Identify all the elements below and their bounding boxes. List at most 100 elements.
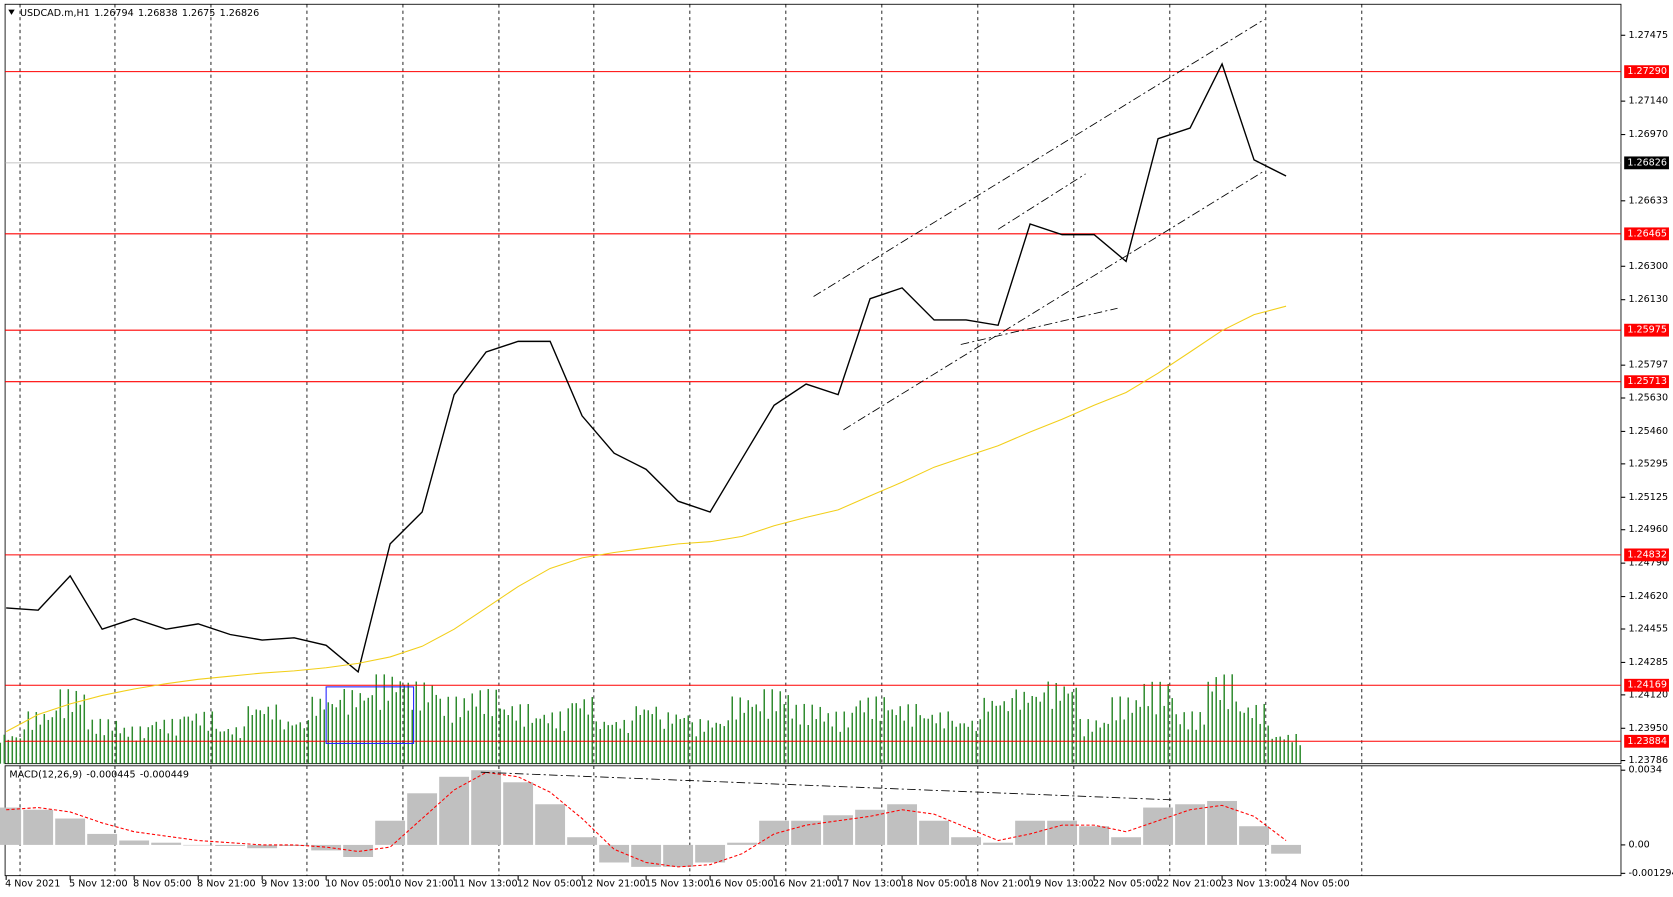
level-label: 1.24832 xyxy=(1627,549,1667,560)
x-tick-label: 22 Nov 05:00 xyxy=(1093,879,1158,890)
channel-inner xyxy=(997,173,1086,230)
level-label-box xyxy=(1624,156,1669,170)
x-tick-label: 8 Nov 21:00 xyxy=(197,879,255,890)
x-tick-label: 9 Nov 13:00 xyxy=(261,879,319,890)
level-label-box xyxy=(1624,548,1669,562)
macd-bar xyxy=(663,844,694,867)
y-tick-label: 1.25460 xyxy=(1628,426,1668,437)
x-tick-label: 12 Nov 21:00 xyxy=(581,879,646,890)
y-tick-label: 1.27475 xyxy=(1628,30,1668,41)
level-label-box xyxy=(1624,734,1669,748)
price-pane xyxy=(4,3,1622,765)
level-label: 1.25713 xyxy=(1627,376,1667,387)
vertical-grid xyxy=(19,4,1363,876)
x-tick-label: 22 Nov 21:00 xyxy=(1157,879,1222,890)
header-value: -0.000449 xyxy=(140,769,189,780)
macd-bar xyxy=(1079,826,1110,845)
y-tick-label: 0.0034 xyxy=(1628,765,1662,776)
x-tick-label: 11 Nov 13:00 xyxy=(453,879,518,890)
macd-bar xyxy=(407,793,438,845)
macd-bar xyxy=(23,809,54,845)
header-value: USDCAD.m,H1 xyxy=(20,7,90,18)
level-label-box xyxy=(1624,375,1669,389)
level-label-box xyxy=(1624,678,1669,692)
y-tick-label: 1.24285 xyxy=(1628,657,1668,668)
x-tick-label: 15 Nov 13:00 xyxy=(645,879,710,890)
y-tick-label: 0.00 xyxy=(1628,839,1649,850)
macd-bar xyxy=(279,844,310,847)
channel-upper xyxy=(813,18,1265,297)
level-label: 1.24169 xyxy=(1627,680,1667,691)
level-label-box xyxy=(1624,65,1669,79)
y-tick-label: 1.27140 xyxy=(1628,96,1668,107)
x-tick-label: 19 Nov 13:00 xyxy=(1029,879,1094,890)
macd-bar xyxy=(727,842,758,845)
x-tick-label: 18 Nov 21:00 xyxy=(965,879,1030,890)
macd-bar xyxy=(1111,837,1142,845)
level-label: 1.25975 xyxy=(1627,325,1667,336)
macd-signal xyxy=(6,771,1287,868)
macd-bar xyxy=(247,844,278,849)
y-tick-label: 1.24620 xyxy=(1628,591,1668,602)
macd-bar xyxy=(471,770,502,845)
y-tick-label: 1.24960 xyxy=(1628,524,1668,535)
macd-bar xyxy=(535,804,566,845)
macd-bar xyxy=(503,782,534,845)
macd-bar xyxy=(343,844,374,857)
x-tick-label: 10 Nov 05:00 xyxy=(325,879,390,890)
header-value: 1.2675 xyxy=(182,7,216,18)
level-label: 1.23884 xyxy=(1627,736,1667,747)
channel-inner xyxy=(960,307,1118,345)
level-label: 1.26465 xyxy=(1627,228,1667,239)
x-tick-label: 8 Nov 05:00 xyxy=(133,879,191,890)
highlight-box xyxy=(325,686,415,744)
y-tick-label: 1.26633 xyxy=(1628,195,1668,206)
macd-bar xyxy=(311,844,342,851)
plot-layer: 1.27475 1.27140 1.26970 1.26633 1.26300 1.261… xyxy=(0,30,1673,890)
y-tick-label: 1.23786 xyxy=(1628,755,1668,766)
macd-bar xyxy=(1047,820,1078,845)
drawings xyxy=(8,9,1265,801)
macd-bar xyxy=(439,776,470,845)
macd-bar xyxy=(1143,807,1174,845)
macd-bar xyxy=(823,815,854,845)
x-tick-label: 17 Nov 13:00 xyxy=(837,879,902,890)
x-tick-label: 18 Nov 05:00 xyxy=(901,879,966,890)
menu-arrow[interactable] xyxy=(8,9,15,15)
x-tick-label: 12 Nov 05:00 xyxy=(517,879,582,890)
macd-bar xyxy=(887,804,918,845)
y-tick-label: 1.24120 xyxy=(1628,689,1668,700)
macd-bar xyxy=(1207,800,1238,845)
macd-bar xyxy=(759,820,790,845)
macd-header: MACD(12,26,9) -0.000445 -0.000449 xyxy=(9,769,189,780)
y-tick-label: -0.001294 xyxy=(1628,868,1673,879)
macd-bar xyxy=(983,842,1014,845)
macd-bar xyxy=(791,820,822,845)
y-tick-label: 1.24790 xyxy=(1628,558,1668,569)
macd-bar xyxy=(0,807,22,845)
y-tick-label: 1.26130 xyxy=(1628,294,1668,305)
macd-bar xyxy=(375,820,406,845)
y-tick-label: 1.26970 xyxy=(1628,129,1668,140)
header-value: 1.26838 xyxy=(138,7,178,18)
macd-bar xyxy=(695,844,726,863)
x-tick-label: 23 Nov 13:00 xyxy=(1221,879,1286,890)
level-label: 1.26826 xyxy=(1627,157,1667,168)
level-label-box xyxy=(1624,227,1669,241)
x-tick-label: 10 Nov 21:00 xyxy=(389,879,454,890)
y-tick-label: 1.25797 xyxy=(1628,360,1668,371)
macd-bar xyxy=(855,809,886,845)
channel-lower xyxy=(843,170,1265,431)
macd-bar xyxy=(567,837,598,845)
macd-bar xyxy=(951,837,982,845)
macd-bar xyxy=(631,844,662,867)
x-tick-label: 16 Nov 21:00 xyxy=(773,879,838,890)
y-tick-label: 1.24455 xyxy=(1628,624,1668,635)
x-tick-label: 24 Nov 05:00 xyxy=(1285,879,1350,890)
macd-bar xyxy=(183,844,214,846)
x-tick-label: 4 Nov 2021 xyxy=(5,879,60,890)
level-label-box xyxy=(1624,323,1669,337)
macd-bar xyxy=(1271,844,1301,854)
y-tick-label: 1.23950 xyxy=(1628,723,1668,734)
